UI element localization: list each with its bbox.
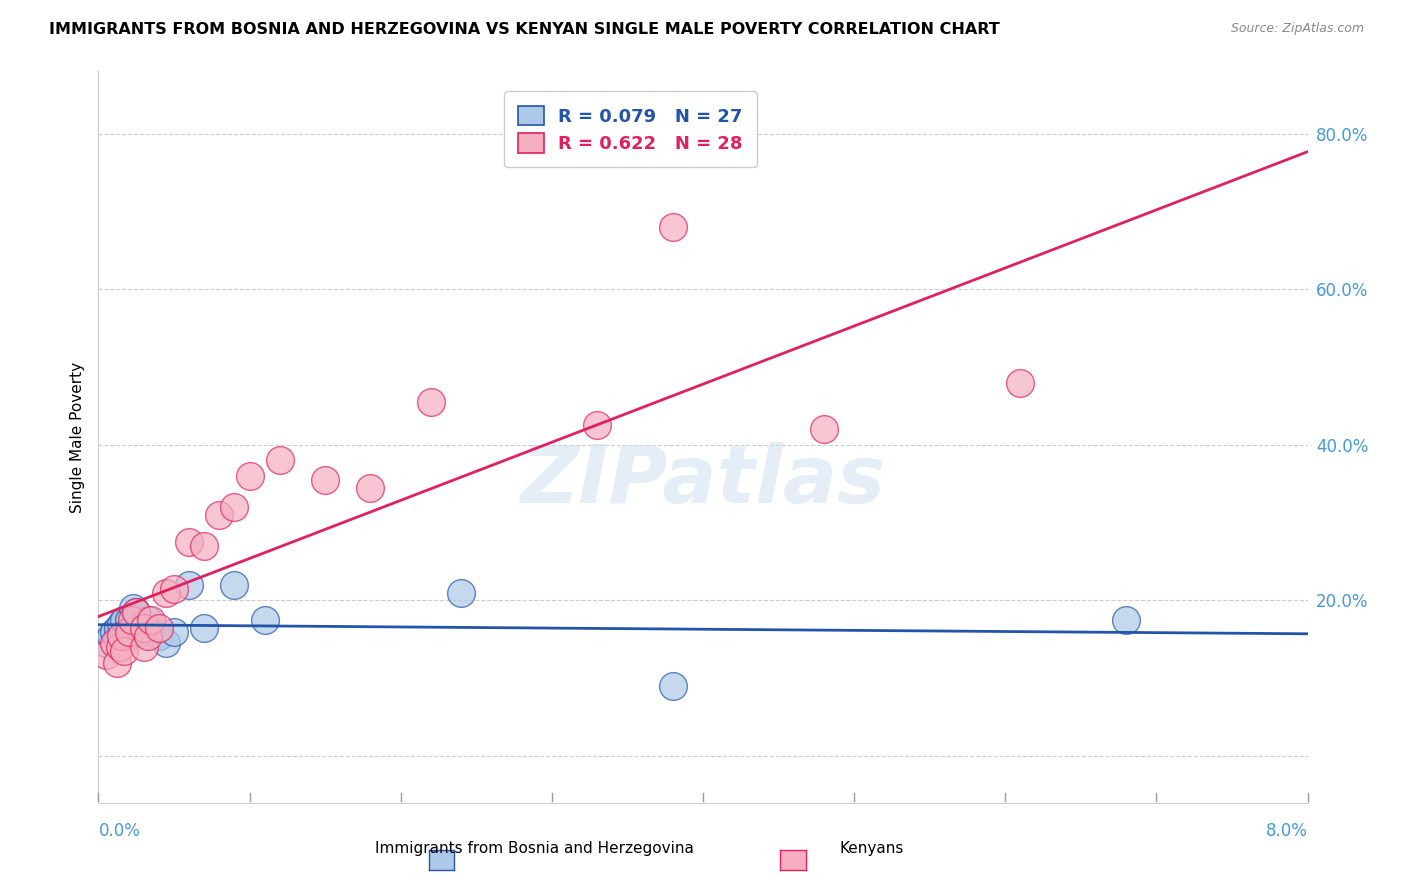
Point (1010, 376, 1032, 390)
Point (125, 605, 148, 619)
Point (661, 679, 683, 693)
Point (314, 473, 336, 487)
Point (136, 628, 159, 642)
Point (269, 453, 291, 467)
Y-axis label: Single Male Poverty: Single Male Poverty (69, 361, 84, 513)
Text: IMMIGRANTS FROM BOSNIA AND HERZEGOVINA VS KENYAN SINGLE MALE POVERTY CORRELATION: IMMIGRANTS FROM BOSNIA AND HERZEGOVINA V… (49, 22, 1000, 37)
Point (112, 644, 135, 658)
Point (125, 605, 148, 619)
Point (132, 616, 155, 631)
Point (163, 624, 186, 639)
Point (239, 469, 262, 483)
Point (148, 621, 170, 635)
Point (155, 585, 177, 599)
Point (110, 616, 132, 631)
Point (121, 613, 143, 627)
Point (420, 395, 443, 409)
Point (105, 632, 128, 647)
Text: Kenyans: Kenyans (839, 841, 904, 856)
Point (103, 624, 125, 639)
Text: ZIPatlas: ZIPatlas (520, 442, 886, 520)
Point (112, 613, 135, 627)
Point (179, 535, 201, 549)
Point (224, 500, 246, 515)
Point (141, 613, 163, 627)
Point (118, 624, 141, 639)
Point (121, 621, 143, 635)
Point (107, 621, 129, 635)
Point (105, 656, 128, 670)
Point (132, 640, 155, 655)
Point (586, 418, 609, 433)
Point (193, 539, 215, 553)
Point (141, 624, 163, 639)
Point (1115, 613, 1137, 627)
Point (122, 601, 145, 615)
Point (179, 578, 201, 592)
Point (108, 640, 131, 655)
Text: Source: ZipAtlas.com: Source: ZipAtlas.com (1230, 22, 1364, 36)
Point (253, 613, 276, 627)
Point (224, 578, 246, 592)
Point (450, 585, 472, 599)
Point (163, 582, 186, 596)
Legend: R = 0.079   N = 27, R = 0.622   N = 28: R = 0.079 N = 27, R = 0.622 N = 28 (503, 91, 756, 167)
Point (360, 481, 382, 495)
Point (110, 628, 132, 642)
Text: Immigrants from Bosnia and Herzegovina: Immigrants from Bosnia and Herzegovina (375, 841, 693, 856)
Point (118, 613, 141, 627)
Point (103, 636, 125, 650)
Point (94, 648, 117, 662)
Point (193, 621, 215, 635)
Point (94, 636, 117, 650)
Point (136, 613, 159, 627)
Point (132, 621, 155, 635)
Text: 0.0%: 0.0% (98, 822, 141, 840)
Point (114, 624, 136, 639)
Point (132, 624, 155, 639)
Point (661, 219, 683, 234)
Point (208, 508, 231, 522)
Point (813, 422, 835, 436)
Point (148, 628, 170, 642)
Point (155, 636, 177, 650)
Point (118, 628, 141, 642)
Text: 8.0%: 8.0% (1265, 822, 1308, 840)
Point (100, 628, 122, 642)
